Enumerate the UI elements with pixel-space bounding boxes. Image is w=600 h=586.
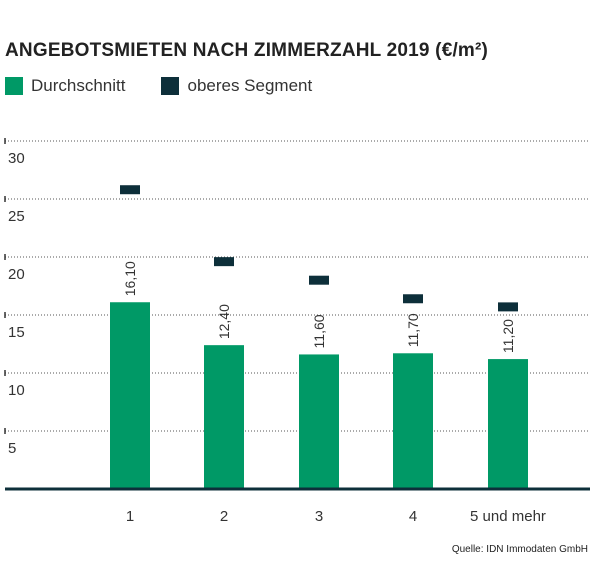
y-tick-label: 15 (8, 324, 25, 341)
legend: Durchschnitt oberes Segment (5, 76, 312, 96)
legend-label: Durchschnitt (31, 76, 126, 95)
y-tick-label: 20 (8, 266, 25, 283)
marker-oberes-segment (403, 294, 423, 304)
bar-durchschnitt (488, 359, 528, 489)
y-tick-label: 5 (8, 440, 16, 457)
x-tick-label: 4 (409, 508, 417, 525)
y-tick-label: 10 (8, 382, 25, 399)
chart-title: ANGEBOTSMIETEN NACH ZIMMERZAHL 2019 (€/m… (5, 40, 489, 61)
data-label: 11,20 (500, 319, 516, 353)
data-label: 11,60 (311, 314, 327, 348)
x-tick-label: 2 (220, 508, 228, 525)
source-note: Quelle: IDN Immodaten GmbH (451, 544, 588, 555)
legend-swatch-durchschnitt (5, 77, 23, 95)
marker-oberes-segment (120, 185, 140, 195)
data-label: 12,40 (216, 304, 232, 339)
y-tick-label: 25 (8, 208, 25, 225)
data-label: 11,70 (405, 313, 421, 347)
x-tick-label: 5 und mehr (470, 508, 546, 525)
marker-oberes-segment (498, 302, 518, 312)
bar-durchschnitt (393, 353, 433, 489)
bar-durchschnitt (299, 354, 339, 489)
marker-oberes-segment (309, 275, 329, 285)
x-tick-label: 3 (315, 508, 323, 525)
bar-durchschnitt (110, 302, 150, 489)
data-label: 16,10 (122, 261, 138, 296)
y-tick-label: 30 (8, 150, 25, 167)
legend-item-durchschnitt: Durchschnitt (5, 76, 125, 96)
bar-durchschnitt (204, 345, 244, 489)
legend-item-oberes-segment: oberes Segment (161, 76, 312, 96)
legend-label: oberes Segment (187, 76, 313, 95)
legend-swatch-oberes-segment (161, 77, 180, 95)
x-tick-label: 1 (126, 508, 134, 525)
marker-oberes-segment (214, 257, 234, 267)
